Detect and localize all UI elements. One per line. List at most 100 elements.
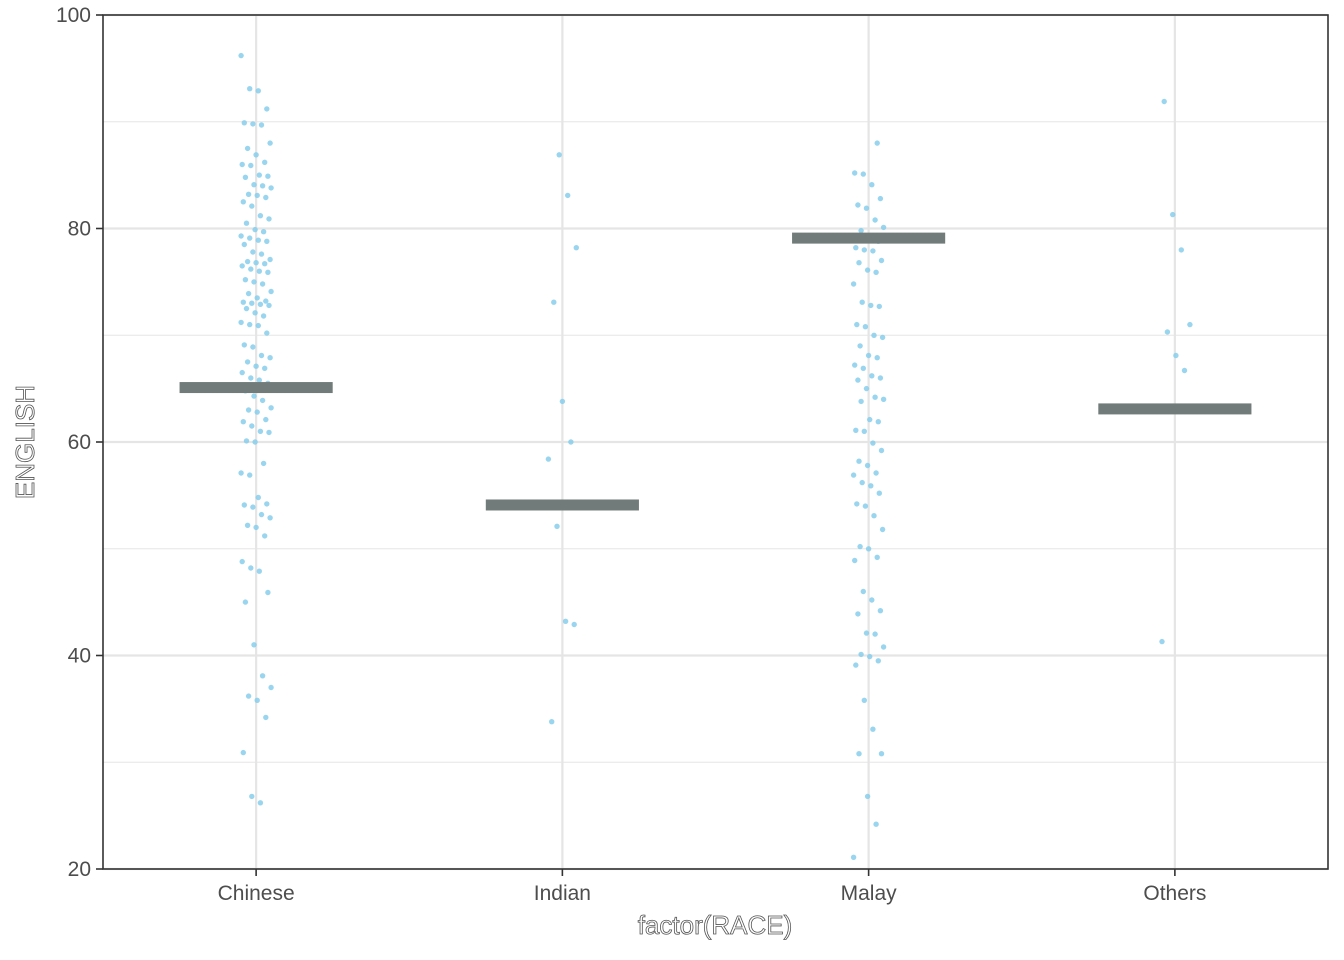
data-point [870,440,876,446]
data-point [855,611,861,617]
data-point [266,216,272,222]
data-point [251,182,257,188]
data-point [244,359,251,365]
data-point [868,483,874,489]
data-point [263,416,269,423]
data-point [556,152,562,158]
data-point [551,299,557,305]
data-point [853,427,859,433]
data-point [863,205,870,211]
data-point [568,439,574,445]
data-point [256,377,262,383]
data-point [877,195,884,202]
data-point [876,303,882,310]
data-point [241,120,247,126]
data-point [853,662,859,668]
data-point [262,261,268,267]
data-point [256,172,262,178]
data-point [1187,321,1193,328]
data-point [241,342,247,348]
data-point [864,267,871,273]
data-point [253,260,259,266]
data-point [238,52,244,59]
data-point [549,719,555,725]
data-point [852,170,858,176]
data-point [854,321,860,328]
data-point [870,726,876,732]
data-point [247,321,253,328]
data-point [877,608,884,614]
data-point [247,86,253,92]
data-point [878,257,885,264]
data-point [245,407,252,413]
data-point [850,472,857,478]
data-point [1178,247,1185,253]
data-point [545,456,552,462]
data-point [858,651,864,658]
data-point [861,697,867,703]
data-point [554,523,560,529]
data-point [860,171,866,177]
data-point [254,192,260,199]
data-point [878,447,885,454]
data-point [238,233,244,239]
data-point [876,490,882,496]
data-point [1173,352,1179,359]
data-point [870,248,876,254]
data-point [251,393,257,399]
y-tick-label: 80 [68,218,91,241]
data-point [259,183,266,189]
data-point [1170,211,1176,218]
data-point [857,343,863,349]
x-tick-label: Malay [841,882,898,905]
data-point [240,199,246,205]
data-point [267,140,273,146]
data-point [255,322,261,329]
data-point [875,658,881,664]
data-point [250,344,256,350]
data-point [266,429,272,436]
data-point [862,324,869,330]
data-point [243,220,250,226]
y-tick-label: 20 [68,858,91,881]
data-point [250,504,256,510]
data-point [856,458,862,464]
data-point [264,501,270,507]
data-point [864,793,871,800]
data-point [263,298,269,304]
data-point [857,543,863,550]
data-point [252,226,258,233]
data-point [257,213,264,219]
data-point [257,800,264,806]
data-point [256,568,262,574]
data-point [862,503,869,509]
mean-bar [792,232,946,244]
data-point [573,245,579,251]
data-point [257,301,264,307]
data-point [262,533,268,539]
data-point [251,279,257,285]
y-tick-label: 60 [68,431,91,454]
data-point [258,122,265,128]
data-point [880,644,887,650]
data-point [240,749,246,756]
data-point [254,697,260,703]
data-point [244,258,251,265]
data-point [880,396,887,402]
data-point [852,557,858,564]
data-point [243,438,250,444]
data-point [872,631,878,637]
data-point [266,302,272,309]
data-point [869,373,875,379]
data-point [254,409,260,415]
data-point [267,515,273,521]
data-point [248,266,254,272]
data-point [1159,638,1165,645]
data-point [267,355,273,361]
data-point [872,217,878,223]
data-point [880,224,887,231]
data-point [867,653,873,660]
x-axis: Chinese Indian Malay Others [218,869,1206,905]
data-point [248,565,254,571]
